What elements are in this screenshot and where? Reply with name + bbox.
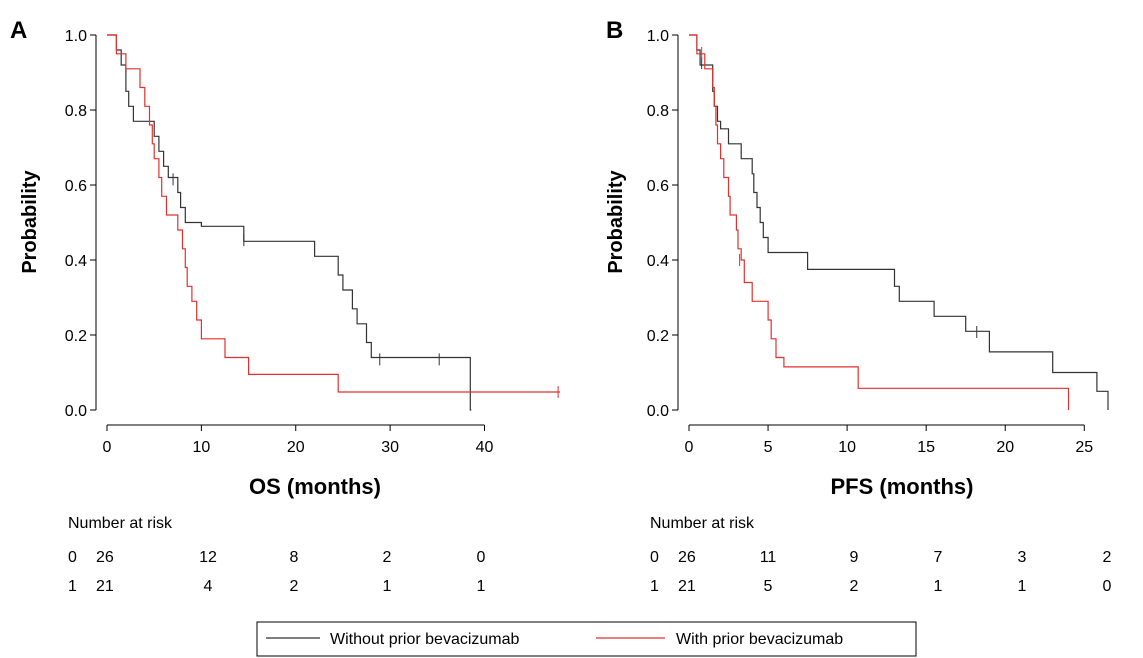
km-curve-without-b (689, 34, 1109, 410)
risk-row-label-b: 0 (650, 549, 659, 566)
risk-title-b: Number at risk (650, 515, 755, 532)
axes-b: 0.0 0.2 0.4 0.6 0.8 1.0 0 5 10 15 20 25 (647, 28, 1094, 456)
x-axis-label-a: OS (months) (249, 474, 381, 499)
x-tick-label-b: 0 (685, 439, 694, 456)
legend-label-with: With prior bevacizumab (676, 631, 843, 648)
x-tick-label-b: 5 (764, 439, 773, 456)
km-curve-with-a (107, 34, 560, 393)
y-tick-label-b: 0.6 (647, 178, 669, 195)
x-tick-label-b: 20 (996, 439, 1014, 456)
x-tick-label-b: 15 (917, 439, 935, 456)
risk-value-b: 1 (1018, 578, 1027, 595)
x-axis-label-b: PFS (months) (831, 474, 974, 499)
y-tick-label-a: 1.0 (65, 28, 87, 45)
risk-value-a: 1 (383, 578, 392, 595)
km-curve-without-a (107, 34, 472, 411)
risk-row-label-a: 0 (68, 549, 77, 566)
risk-value-b: 9 (850, 549, 859, 566)
risk-value-a: 4 (204, 578, 213, 595)
y-tick-label-a: 0.2 (65, 328, 87, 345)
risk-title-a: Number at risk (68, 515, 173, 532)
x-tick-label-a: 0 (103, 439, 112, 456)
y-tick-label-a: 0.6 (65, 178, 87, 195)
y-tick-label-a: 0.4 (65, 253, 87, 270)
plot-a (107, 34, 560, 411)
y-tick-label-a: 0.0 (65, 403, 87, 420)
risk-value-b: 21 (678, 578, 696, 595)
panel-label-a: A (10, 17, 27, 44)
risk-value-a: 26 (96, 549, 114, 566)
risk-row-label-a: 1 (68, 578, 77, 595)
x-tick-label-a: 40 (476, 439, 494, 456)
panel-a: A Probability OS (months) 0.00.20.40.60.… (10, 17, 560, 595)
y-axis-label-a: Probability (19, 169, 41, 273)
risk-value-a: 8 (290, 549, 299, 566)
risk-value-a: 1 (477, 578, 486, 595)
risk-value-b: 3 (1018, 549, 1027, 566)
risk-value-b: 1 (934, 578, 943, 595)
legend-box (256, 621, 917, 657)
x-tick-label-a: 30 (381, 439, 399, 456)
legend-label-without: Without prior bevacizumab (330, 631, 520, 648)
risk-value-b: 0 (1103, 578, 1112, 595)
y-tick-label-a: 0.8 (65, 103, 87, 120)
risk-value-b: 5 (764, 578, 773, 595)
risk-value-a: 21 (96, 578, 114, 595)
legend: Without prior bevacizumab With prior bev… (256, 621, 917, 657)
risk-value-b: 26 (678, 549, 696, 566)
axes-a: 0.0 0.2 0.4 0.6 0.8 1.0 0 10 20 30 40 (65, 28, 494, 456)
plot-b (689, 34, 1109, 410)
y-tick-label-b: 0.0 (647, 403, 669, 420)
x-tick-label-b: 10 (838, 439, 856, 456)
x-tick-label-a: 20 (287, 439, 305, 456)
x-tick-label-b: 25 (1075, 439, 1093, 456)
y-tick-label-b: 0.4 (647, 253, 669, 270)
risk-value-b: 2 (850, 578, 859, 595)
y-tick-label-b: 0.2 (647, 328, 669, 345)
risk-row-label-b: 1 (650, 578, 659, 595)
risk-value-b: 7 (934, 549, 943, 566)
risk-value-b: 11 (760, 549, 777, 566)
km-curve-with-b (689, 34, 1070, 410)
risk-value-a: 2 (290, 578, 299, 595)
risk-table-a: 0 26 12 8 2 01 21 4 2 1 1 (68, 549, 486, 595)
panel-b: B Probability PFS (months) 0.00.20.40.60… (605, 17, 1112, 595)
y-tick-label-b: 0.8 (647, 103, 669, 120)
y-tick-label-b: 1.0 (647, 28, 669, 45)
panel-label-b: B (606, 17, 623, 44)
y-axis-label-b: Probability (605, 169, 627, 273)
risk-value-a: 12 (199, 549, 217, 566)
risk-table-b: 0 26 11 9 7 3 21 21 5 2 1 1 0 (650, 549, 1112, 595)
risk-value-a: 2 (383, 549, 392, 566)
risk-value-b: 2 (1103, 549, 1112, 566)
risk-value-a: 0 (477, 549, 486, 566)
x-tick-label-a: 10 (192, 439, 210, 456)
